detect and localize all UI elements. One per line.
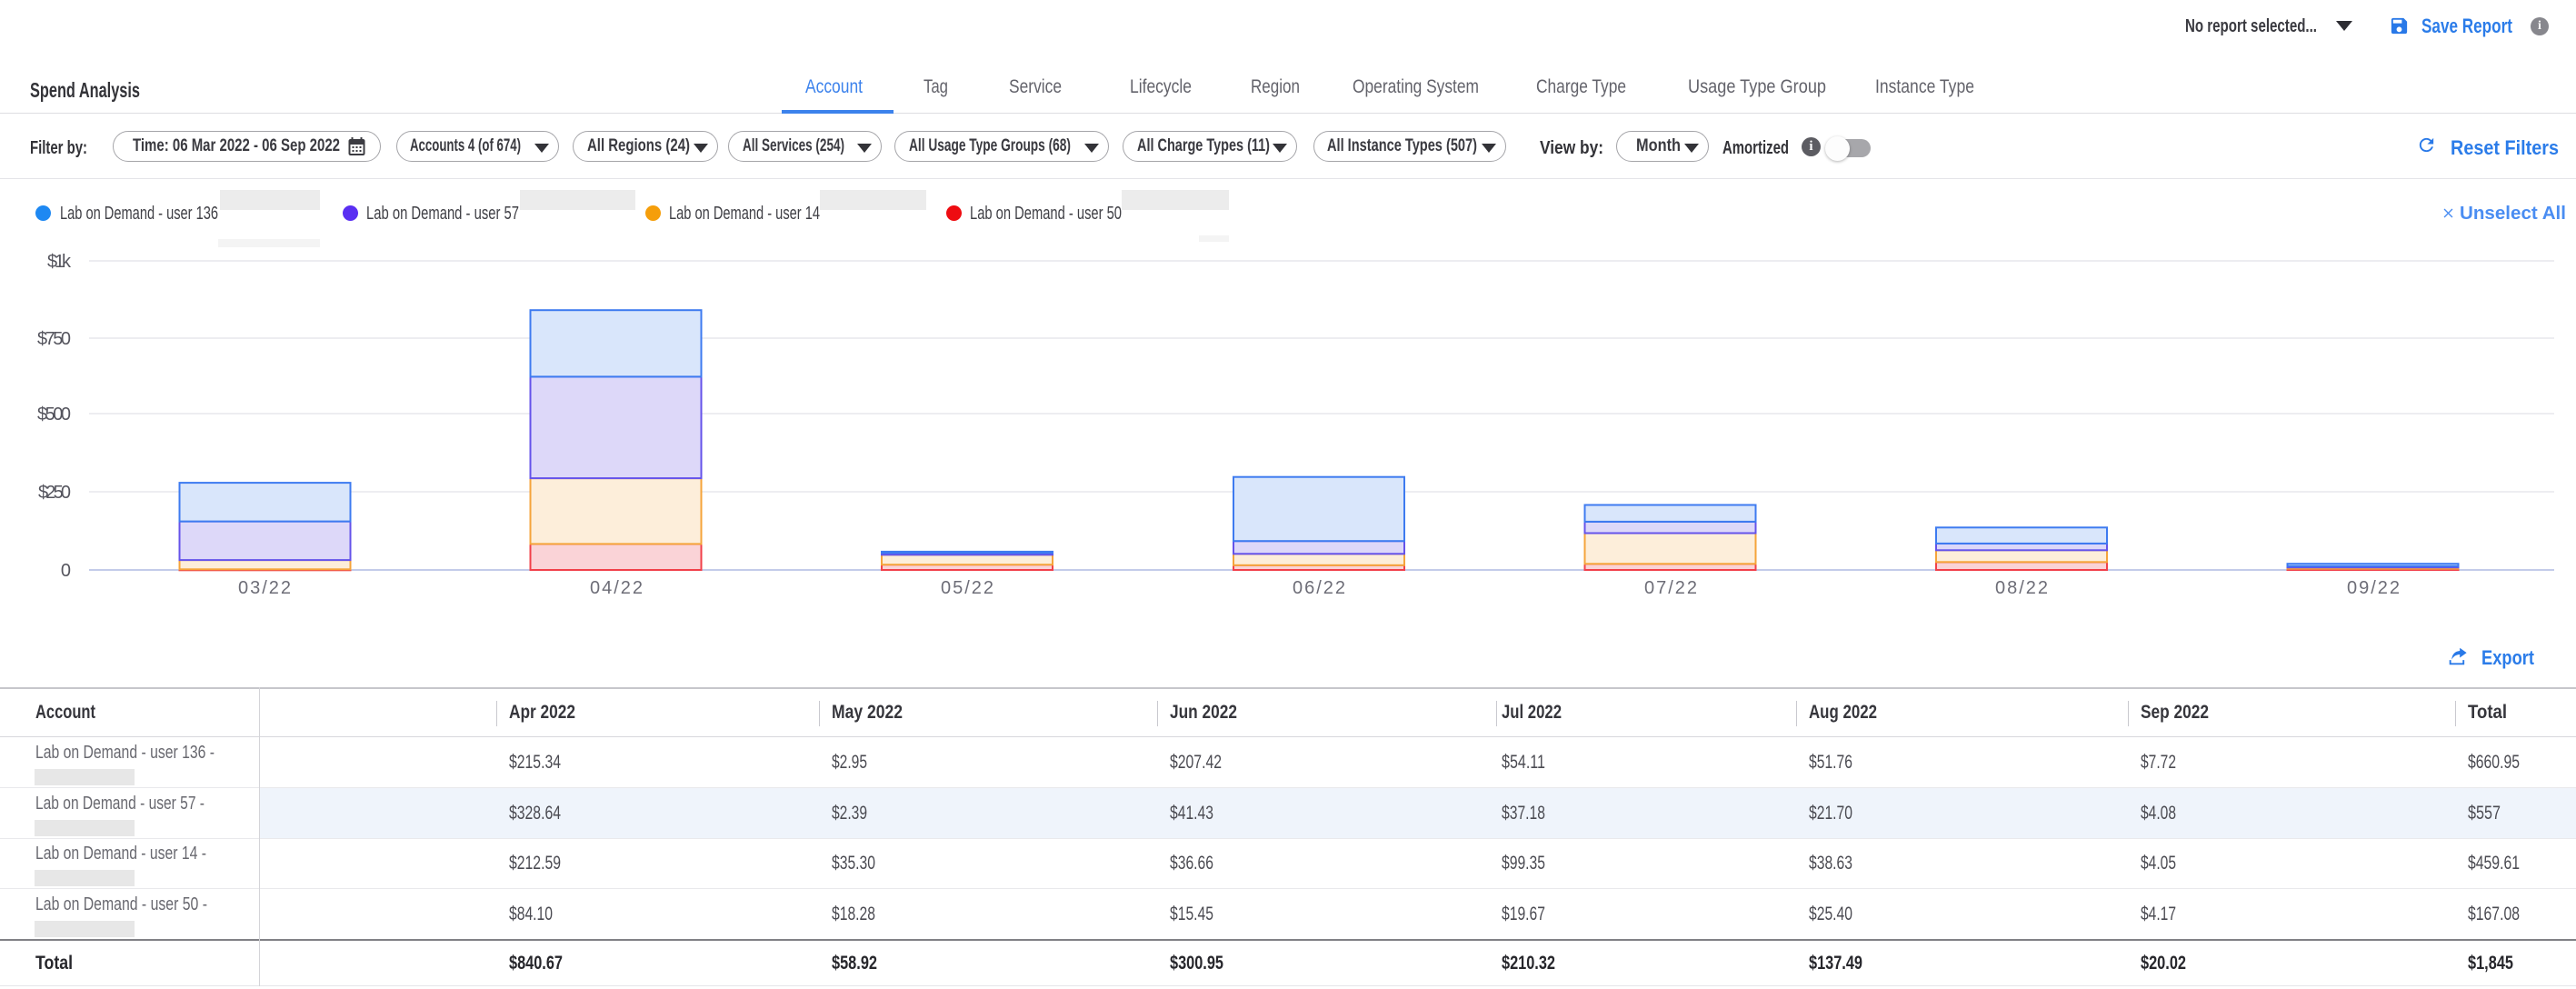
svg-text:03/22: 03/22: [238, 578, 291, 598]
svg-text:05/22: 05/22: [941, 578, 993, 598]
svg-text:0: 0: [61, 561, 71, 581]
svg-text:$1k: $1k: [47, 252, 72, 272]
svg-text:$250: $250: [38, 483, 71, 503]
svg-text:$500: $500: [37, 405, 71, 425]
svg-text:$750: $750: [37, 329, 71, 349]
svg-text:07/22: 07/22: [1644, 578, 1697, 598]
svg-text:04/22: 04/22: [590, 578, 643, 598]
svg-text:09/22: 09/22: [2347, 578, 2400, 598]
svg-text:06/22: 06/22: [1293, 578, 1345, 598]
svg-text:08/22: 08/22: [1995, 578, 2048, 598]
